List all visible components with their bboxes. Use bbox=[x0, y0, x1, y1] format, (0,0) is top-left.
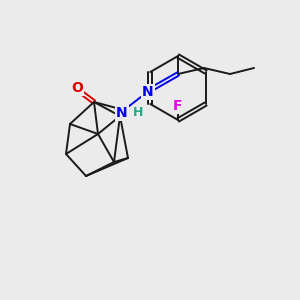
Text: H: H bbox=[133, 106, 143, 119]
Text: F: F bbox=[173, 99, 183, 113]
Text: N: N bbox=[116, 106, 128, 120]
Text: O: O bbox=[71, 81, 83, 95]
Text: N: N bbox=[142, 85, 154, 99]
